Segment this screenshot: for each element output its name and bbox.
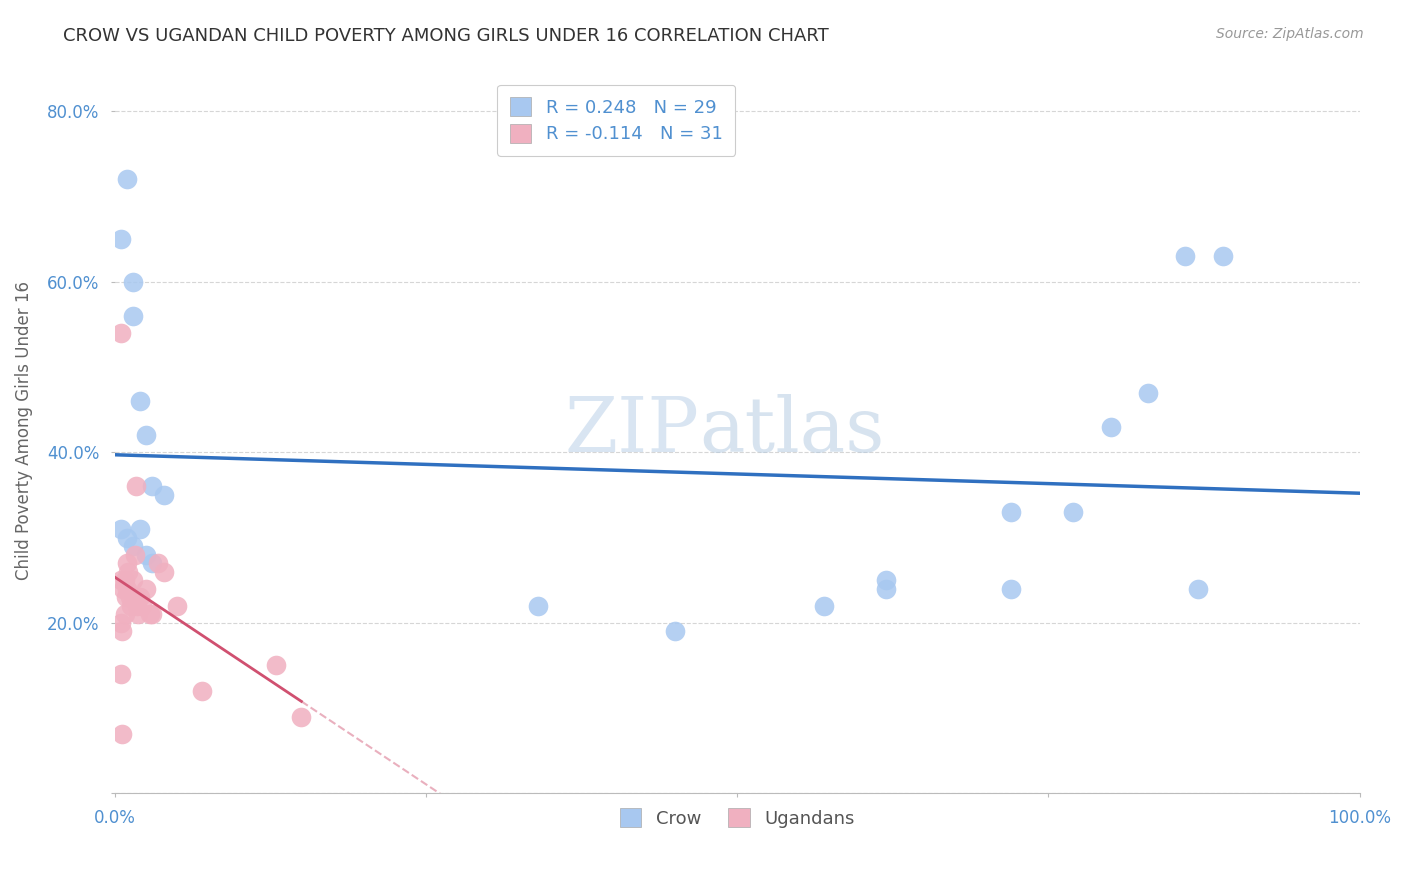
Point [1187,582,1209,596]
Point [110,615,132,630]
Point [115,531,138,545]
Point [135,548,157,562]
Point [110,232,132,246]
Point [111,726,134,740]
Point [875,582,897,596]
Text: Source: ZipAtlas.com: Source: ZipAtlas.com [1216,27,1364,41]
Point [112,582,135,596]
Point [125,599,148,613]
Point [1000,582,1022,596]
Point [120,599,142,613]
Point [125,479,148,493]
Point [1062,505,1084,519]
Point [191,684,214,698]
Point [122,573,145,587]
Point [664,624,686,639]
Point [122,539,145,553]
Text: CROW VS UGANDAN CHILD POVERTY AMONG GIRLS UNDER 16 CORRELATION CHART: CROW VS UGANDAN CHILD POVERTY AMONG GIRL… [63,27,830,45]
Point [266,658,288,673]
Point [135,428,157,442]
Point [128,394,150,409]
Legend: Crow, Ugandans: Crow, Ugandans [613,801,862,835]
Point [1212,249,1234,263]
Point [153,565,176,579]
Point [141,479,163,493]
Point [122,309,145,323]
Point [1174,249,1197,263]
Point [127,607,149,622]
Point [135,582,157,596]
Point [1136,385,1159,400]
Point [122,275,145,289]
Text: ZIP: ZIP [565,394,700,468]
Point [118,591,141,605]
Point [166,599,188,613]
Point [117,565,139,579]
Point [138,607,160,622]
Point [527,599,550,613]
Point [141,556,163,570]
Point [115,582,138,596]
Point [875,573,897,587]
Point [128,591,150,605]
Point [124,548,146,562]
Point [115,172,138,186]
Point [131,599,153,613]
Point [290,709,312,723]
Point [115,591,138,605]
Point [111,624,134,639]
Point [128,522,150,536]
Point [115,556,138,570]
Point [1000,505,1022,519]
Point [148,556,170,570]
Point [141,607,163,622]
Point [110,522,132,536]
Y-axis label: Child Poverty Among Girls Under 16: Child Poverty Among Girls Under 16 [15,282,32,581]
Point [110,573,132,587]
Point [114,573,136,587]
Point [110,667,132,681]
Point [1099,419,1122,434]
Point [153,488,176,502]
Text: atlas: atlas [700,394,886,468]
Point [114,607,136,622]
Point [110,326,132,340]
Point [813,599,835,613]
